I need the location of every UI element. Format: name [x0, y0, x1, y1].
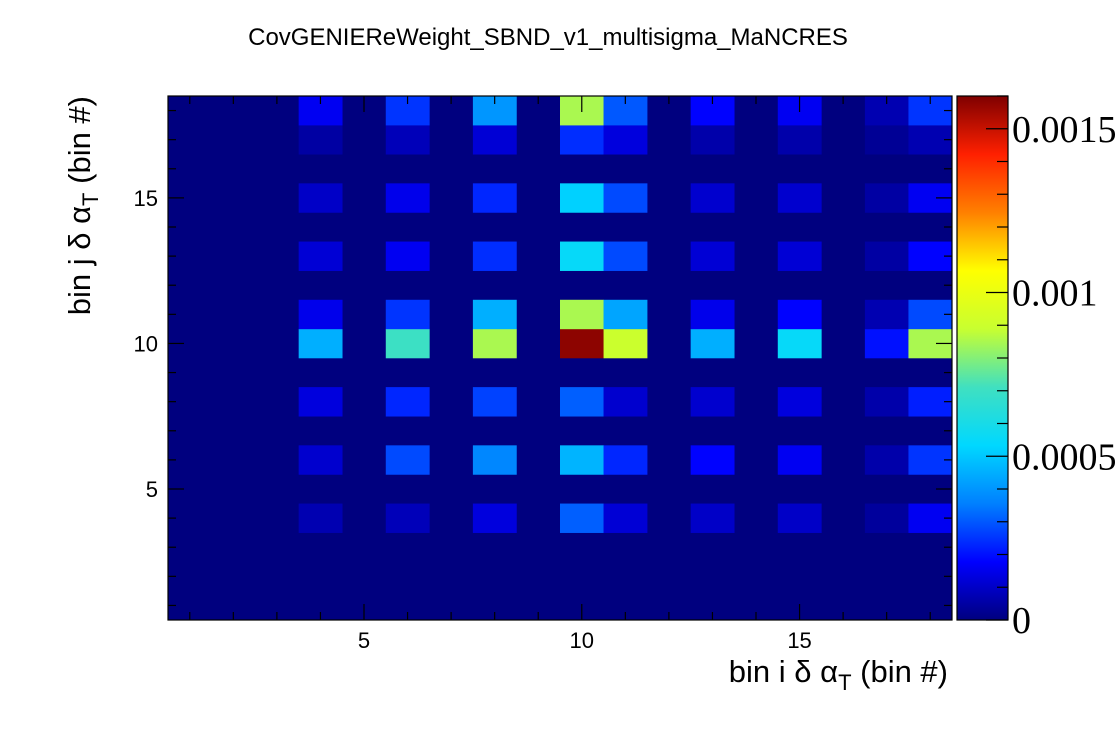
- heatmap-cell: [560, 328, 604, 359]
- plot-frame: [167, 95, 953, 621]
- x-tick-label: 15: [787, 628, 811, 653]
- heatmap-cell: [690, 125, 735, 155]
- heatmap-cell: [298, 125, 343, 155]
- heatmap-cell: [690, 183, 735, 213]
- color-bar-label: 0.0005: [1012, 436, 1117, 478]
- heatmap-cell: [864, 125, 909, 155]
- heatmap-cell: [864, 445, 909, 475]
- heatmap-cell: [385, 299, 430, 330]
- heatmap-cell: [603, 387, 648, 417]
- heatmap-cell: [298, 328, 343, 359]
- heatmap-cell: [864, 387, 909, 417]
- color-bar-label: 0.001: [1012, 273, 1098, 315]
- heatmap-cell: [385, 183, 430, 213]
- heatmap-cell: [472, 503, 517, 533]
- heatmap-cell: [298, 299, 343, 330]
- heatmap-cell: [472, 387, 517, 417]
- heatmap-cell: [690, 241, 735, 271]
- heatmap-cell: [298, 183, 343, 213]
- y-axis-label: bin j δ αT (bin #): [62, 96, 103, 315]
- heatmap-cell: [777, 328, 822, 359]
- y-tick-label: 5: [146, 477, 158, 502]
- heatmap-cell: [603, 445, 648, 475]
- heatmap-cell: [298, 241, 343, 271]
- heatmap-cell: [560, 503, 604, 533]
- heatmap-cell: [690, 445, 735, 475]
- heatmap-cell: [385, 328, 430, 359]
- heatmap-cell: [472, 445, 517, 475]
- heatmap-cell: [603, 125, 648, 155]
- chart-title: CovGENIEReWeight_SBND_v1_multisigma_MaNC…: [248, 24, 848, 51]
- y-axis-label-greek: δ α: [62, 206, 97, 250]
- heatmap-cell: [777, 183, 822, 213]
- heatmap-cell: [690, 503, 735, 533]
- heatmap-cell: [864, 503, 909, 533]
- heatmap-cell: [385, 503, 430, 533]
- x-tick-label: 10: [570, 628, 594, 653]
- heatmap-cell: [603, 299, 648, 330]
- heatmap-cell: [777, 241, 822, 271]
- heatmap-cell: [472, 125, 517, 155]
- x-axis-label-prefix: bin i: [729, 654, 794, 689]
- heatmap-cell: [864, 328, 909, 359]
- heatmap-cell: [298, 445, 343, 475]
- x-tick-label: 5: [358, 628, 370, 653]
- heatmap-cell: [472, 183, 517, 213]
- y-tick-labels: 5 10 15: [134, 186, 158, 502]
- heatmap-cell: [560, 241, 604, 271]
- heatmap-cell: [603, 328, 648, 359]
- color-bar-ticks: [986, 95, 1008, 621]
- y-axis-label-subscript: T: [78, 192, 103, 205]
- heatmap-cell: [385, 241, 430, 271]
- x-axis-label-subscript: T: [838, 670, 851, 695]
- heatmap-cell: [864, 299, 909, 330]
- heatmap-cell: [560, 445, 604, 475]
- heatmap-cell: [385, 445, 430, 475]
- heatmap-cell: [603, 241, 648, 271]
- heatmap-cell: [472, 241, 517, 271]
- heatmap-cell: [560, 125, 604, 155]
- heatmap-cell: [560, 387, 604, 417]
- heatmap-cell: [603, 183, 648, 213]
- heatmap-cell: [472, 299, 517, 330]
- heatmap-cell: [690, 328, 735, 359]
- heatmap-cell: [777, 503, 822, 533]
- y-axis-label-suffix: (bin #): [62, 96, 97, 192]
- heatmap-cell: [472, 328, 517, 359]
- x-axis-label-suffix: (bin #): [852, 654, 948, 689]
- heatmap-cell: [603, 503, 648, 533]
- heatmap-cell: [777, 125, 822, 155]
- heatmap-cell: [385, 125, 430, 155]
- y-tick-label: 15: [134, 186, 158, 211]
- color-bar-label: 0: [1012, 600, 1031, 642]
- heatmap-cell: [690, 387, 735, 417]
- heatmap-cell: [298, 503, 343, 533]
- color-bar-labels: 0 0.0005 0.001 0.0015: [1012, 109, 1117, 642]
- heatmap-cell: [777, 387, 822, 417]
- x-axis-label-greek: δ α: [794, 654, 838, 689]
- heatmap-cell: [864, 183, 909, 213]
- heatmap-cell: [864, 241, 909, 271]
- x-tick-labels: 5 10 15: [358, 628, 812, 653]
- heatmap-cell: [777, 299, 822, 330]
- y-tick-label: 10: [134, 331, 158, 356]
- color-bar-label: 0.0015: [1012, 109, 1117, 151]
- heatmap-cells: [168, 96, 953, 620]
- heatmap-cell: [385, 387, 430, 417]
- heatmap-cell: [690, 299, 735, 330]
- heatmap-cell: [560, 299, 604, 330]
- heatmap-cell: [298, 387, 343, 417]
- heatmap-cell: [777, 445, 822, 475]
- axis-ticks: [168, 96, 952, 620]
- heatmap-cell: [560, 183, 604, 213]
- y-axis-label-prefix: bin j: [62, 250, 97, 315]
- x-axis-label: bin i δ αT (bin #): [729, 654, 948, 695]
